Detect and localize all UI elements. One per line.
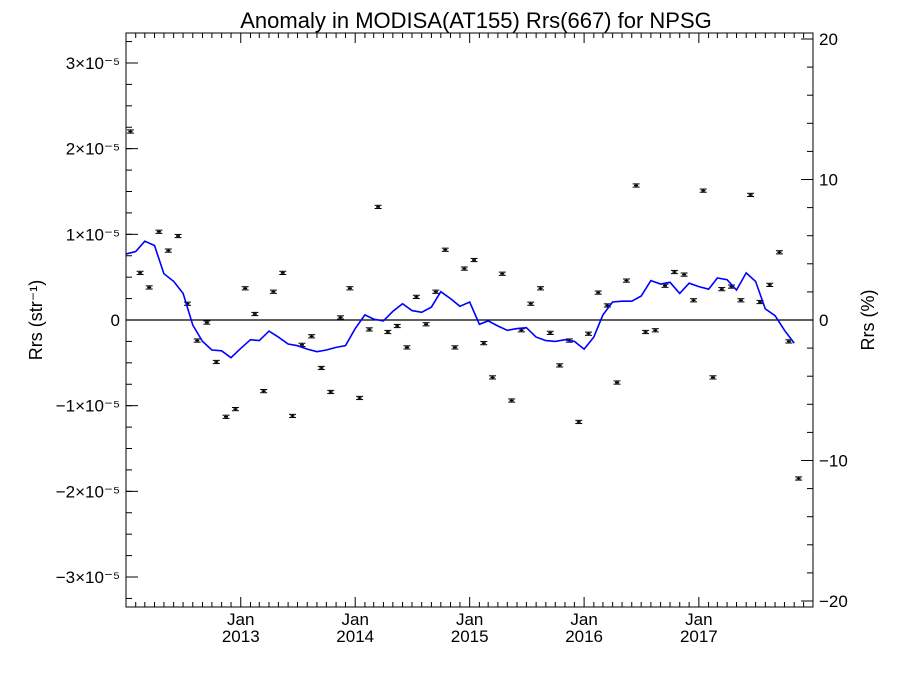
x-tick-label-year: 2014 <box>336 627 374 646</box>
plot-contents <box>126 129 813 481</box>
chart-title: Anomaly in MODISA(AT155) Rrs(667) for NP… <box>240 8 712 33</box>
y-left-tick-label: 2×10⁻⁵ <box>66 140 120 159</box>
anomaly-point <box>155 229 163 234</box>
x-tick-label-year: 2016 <box>565 627 603 646</box>
anomaly-point <box>384 329 392 335</box>
x-tick-label-month: Jan <box>456 610 483 629</box>
anomaly-point <box>527 301 535 306</box>
anomaly-point <box>241 286 249 291</box>
anomaly-point <box>374 204 382 210</box>
anomaly-point <box>651 328 659 333</box>
y-axis-left-title: Rrs (str⁻¹) <box>26 280 46 360</box>
anomaly-point <box>288 413 296 419</box>
anomaly-point <box>737 298 745 303</box>
anomaly-point <box>766 282 774 287</box>
anomaly-point <box>622 278 630 283</box>
anomaly-point <box>336 315 344 320</box>
x-tick-label-month: Jan <box>685 610 712 629</box>
anomaly-point <box>747 192 755 198</box>
anomaly-point <box>212 359 220 365</box>
anomaly-point <box>346 286 354 291</box>
anomaly-point <box>661 283 669 288</box>
anomaly-point <box>584 331 592 336</box>
anomaly-point <box>164 248 172 253</box>
anomaly-point <box>699 188 707 193</box>
plot-area <box>126 129 813 481</box>
anomaly-point <box>317 365 325 371</box>
anomaly-point <box>193 338 201 343</box>
anomaly-point <box>260 389 268 394</box>
y-right-tick-label: −10 <box>819 452 848 471</box>
anomaly-point <box>613 380 621 385</box>
anomaly-point <box>203 320 211 325</box>
smoothed-anomaly-line <box>126 240 795 359</box>
y-axis-right-title: Rrs (%) <box>858 290 878 351</box>
anomaly-point <box>327 389 335 395</box>
x-tick-label-month: Jan <box>570 610 597 629</box>
anomaly-point <box>498 271 506 276</box>
anomaly-point <box>718 287 726 292</box>
anomaly-point <box>795 476 803 481</box>
y-left-tick-label: 3×10⁻⁵ <box>66 54 120 73</box>
anomaly-point <box>356 395 364 401</box>
x-tick-label-year: 2015 <box>451 627 489 646</box>
anomaly-point <box>594 290 602 295</box>
y-left-tick-label: 0 <box>111 311 120 330</box>
anomaly-point <box>632 183 640 188</box>
anomaly-point <box>251 311 259 317</box>
anomaly-point <box>365 327 373 332</box>
anomaly-point <box>775 250 783 255</box>
x-tick-label-month: Jan <box>341 610 368 629</box>
anomaly-point <box>174 233 182 239</box>
anomaly-point <box>670 269 678 275</box>
y-left-tick-label: −3×10⁻⁵ <box>56 568 120 587</box>
anomaly-point <box>412 294 420 299</box>
anomaly-point <box>136 270 144 275</box>
x-tick-label-year: 2017 <box>680 627 718 646</box>
anomaly-point <box>480 341 488 346</box>
anomaly-point <box>279 270 287 275</box>
anomaly-point <box>537 286 545 291</box>
anomaly-point <box>441 247 449 252</box>
anomaly-point <box>393 323 401 329</box>
anomaly-point <box>546 330 554 335</box>
anomaly-point <box>403 345 411 350</box>
anomaly-point <box>680 272 688 277</box>
anomaly-point <box>222 414 230 419</box>
anomaly-point <box>126 129 134 134</box>
anomaly-point <box>145 285 153 290</box>
anomaly-point <box>183 301 191 306</box>
x-tick-label-month: Jan <box>227 610 254 629</box>
anomaly-point <box>422 322 430 327</box>
axes: Jan2013Jan2014Jan2015Jan2016Jan20173×10⁻… <box>56 30 848 646</box>
y-left-tick-label: 1×10⁻⁵ <box>66 225 120 244</box>
anomaly-point <box>231 406 239 412</box>
y-right-tick-label: 10 <box>819 171 838 190</box>
anomaly-point <box>460 266 468 271</box>
y-left-tick-label: −2×10⁻⁵ <box>56 482 120 501</box>
y-right-tick-label: 0 <box>819 311 828 330</box>
anomaly-point <box>269 289 277 294</box>
y-left-tick-label: −1×10⁻⁵ <box>56 397 120 416</box>
x-tick-label-year: 2013 <box>222 627 260 646</box>
anomaly-point <box>489 375 497 380</box>
anomaly-point <box>470 257 478 263</box>
anomaly-point <box>451 345 459 350</box>
anomaly-point <box>642 329 650 335</box>
y-right-tick-label: −20 <box>819 592 848 611</box>
anomaly-point <box>556 363 564 368</box>
anomaly-point <box>575 419 583 425</box>
anomaly-point <box>432 289 440 294</box>
anomaly-point <box>690 298 698 303</box>
anomaly-point <box>508 398 516 403</box>
anomaly-point <box>603 303 611 308</box>
anomaly-point <box>709 375 717 380</box>
anomaly-point <box>308 334 316 339</box>
y-right-tick-label: 20 <box>819 30 838 49</box>
